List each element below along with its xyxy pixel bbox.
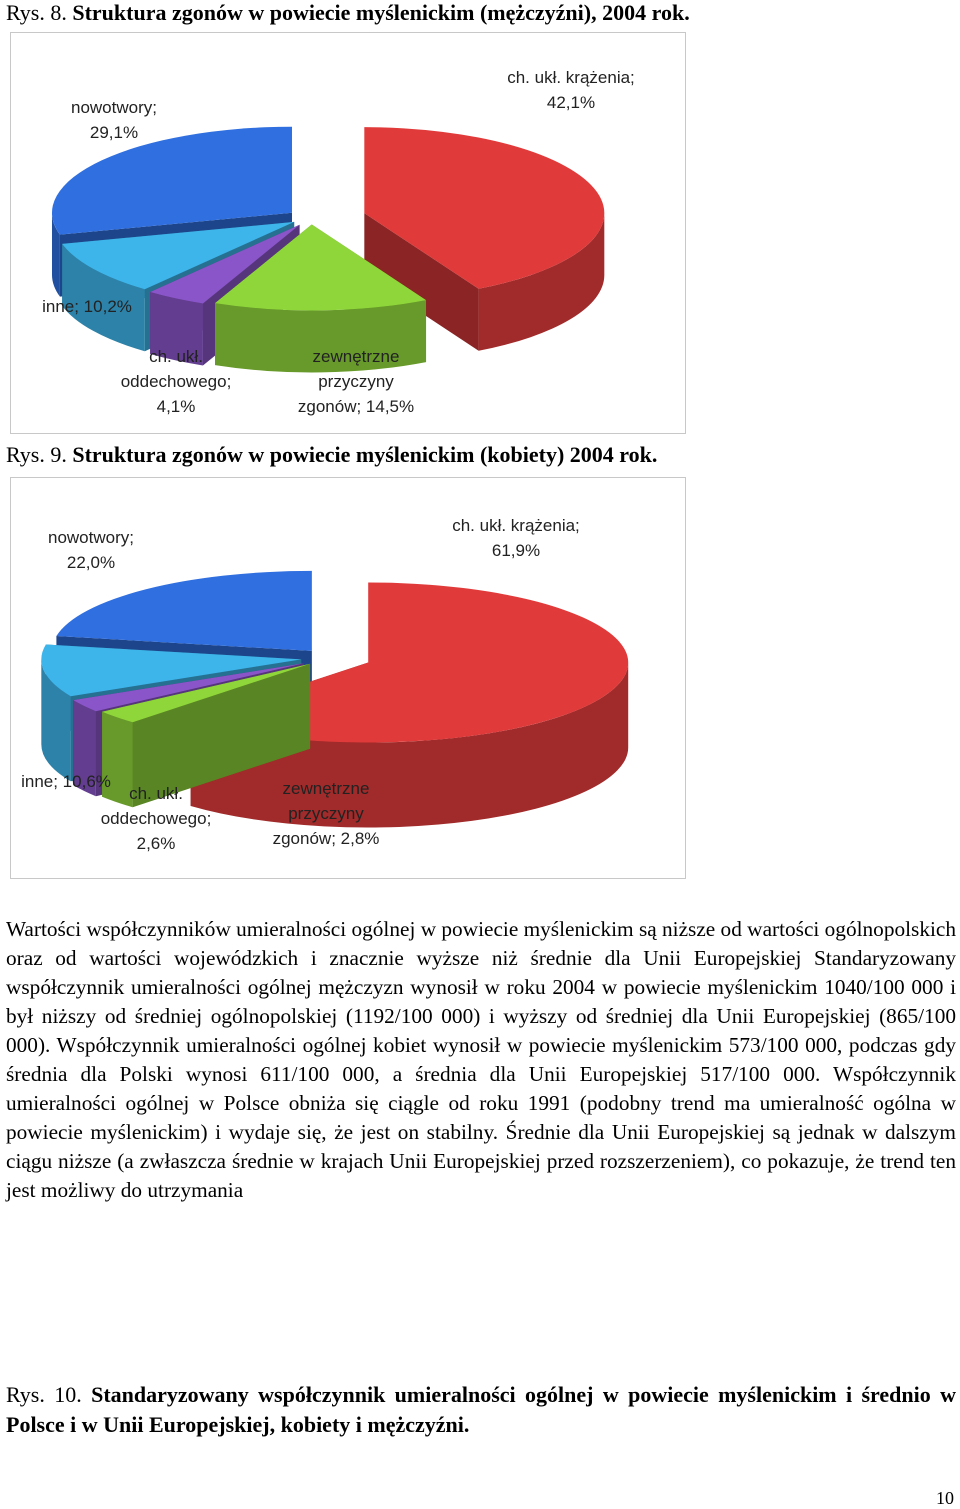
pie-slice: zewnętrzne przyczyny zgonów: 14.5	[215, 224, 427, 311]
pie-slice: nowotwory: 29.1	[51, 126, 292, 235]
fig8-caption: Rys. 8. Struktura zgonów w powiecie myśl…	[6, 0, 690, 26]
pie-slice: inne: 10.2	[62, 221, 295, 290]
pie-slice: inne: 10.6	[41, 644, 302, 697]
label-nowotwory: nowotwory; 22,0%	[48, 528, 134, 572]
label-nowotwory: nowotwory; 29,1%	[71, 98, 157, 142]
fig10-caption: Rys. 10. Standaryzowany współczynnik umi…	[6, 1380, 956, 1440]
pie-chart-women: nowotwory: 22inne: 10.6ch. ukł. krążenia…	[41, 570, 629, 828]
chart-women: nowotwory: 22inne: 10.6 ch. ukł. krążenia…	[10, 477, 686, 879]
pie-slice: ch. ukł. krążenia: 42.1	[364, 127, 605, 289]
label-inne: inne; 10,6%	[21, 772, 111, 791]
label-zewnetrzne: zewnętrzne przyczyny zgonów; 14,5%	[297, 347, 415, 416]
pie-slice-side	[62, 243, 145, 352]
fig9-caption: Rys. 9. Struktura zgonów w powiecie myśl…	[6, 442, 657, 468]
label-krazenia: ch. ukł. krążenia; 42,1%	[507, 68, 635, 112]
pie-slice-side	[150, 292, 203, 366]
fig8-number: Rys. 8.	[6, 0, 67, 25]
label-oddechowego: ch. ukł. oddechowego; 4,1%	[120, 347, 232, 416]
fig9-number: Rys. 9.	[6, 442, 67, 467]
pie-slice-side	[102, 711, 133, 808]
pie-slice: ch. ukł. oddechowego: 2.6	[73, 663, 304, 712]
pie-slice: zewnętrzne przyczyny zgonów: 2.8	[102, 663, 311, 723]
pie-slice-wall	[364, 127, 479, 351]
pie-slice-side	[51, 212, 60, 297]
pie-slice-side	[215, 300, 427, 373]
fig8-title: Struktura zgonów w powiecie myślenickim …	[72, 0, 690, 25]
pie-slice-side	[478, 213, 605, 351]
label-inne: inne; 10,2%	[42, 297, 132, 316]
label-krazenia: ch. ukł. krążenia; 61,9%	[452, 516, 580, 560]
pie-slice-side	[41, 659, 71, 782]
pie-slice-side	[190, 662, 629, 828]
pie-slice: nowotwory: 22	[56, 570, 312, 651]
pie-slice-wall	[102, 663, 311, 808]
label-oddechowego: ch. ukł. oddechowego; 2,6%	[100, 784, 212, 853]
chart-men: nowotwory: 29.1 ch. ukł. krążenia: 42.1 in…	[10, 32, 686, 434]
pie-slice: ch. ukł. oddechowego: 4.1	[150, 224, 300, 304]
label-zewnetrzne: zewnętrzne przyczyny zgonów; 2,8%	[272, 779, 380, 848]
fig10-number: Rys. 10.	[6, 1382, 82, 1407]
pie-chart-men: nowotwory: 29.1 ch. ukł. krążenia: 42.1 in…	[51, 126, 605, 373]
pie-slice-side	[73, 700, 96, 797]
body-paragraph: Wartości współczynników umieralności ogó…	[6, 917, 956, 1202]
fig10-title: Standaryzowany współczynnik umieralności…	[6, 1382, 957, 1437]
fig9-title: Struktura zgonów w powiecie myślenickim …	[72, 442, 658, 467]
page-number: 10	[936, 1488, 954, 1508]
